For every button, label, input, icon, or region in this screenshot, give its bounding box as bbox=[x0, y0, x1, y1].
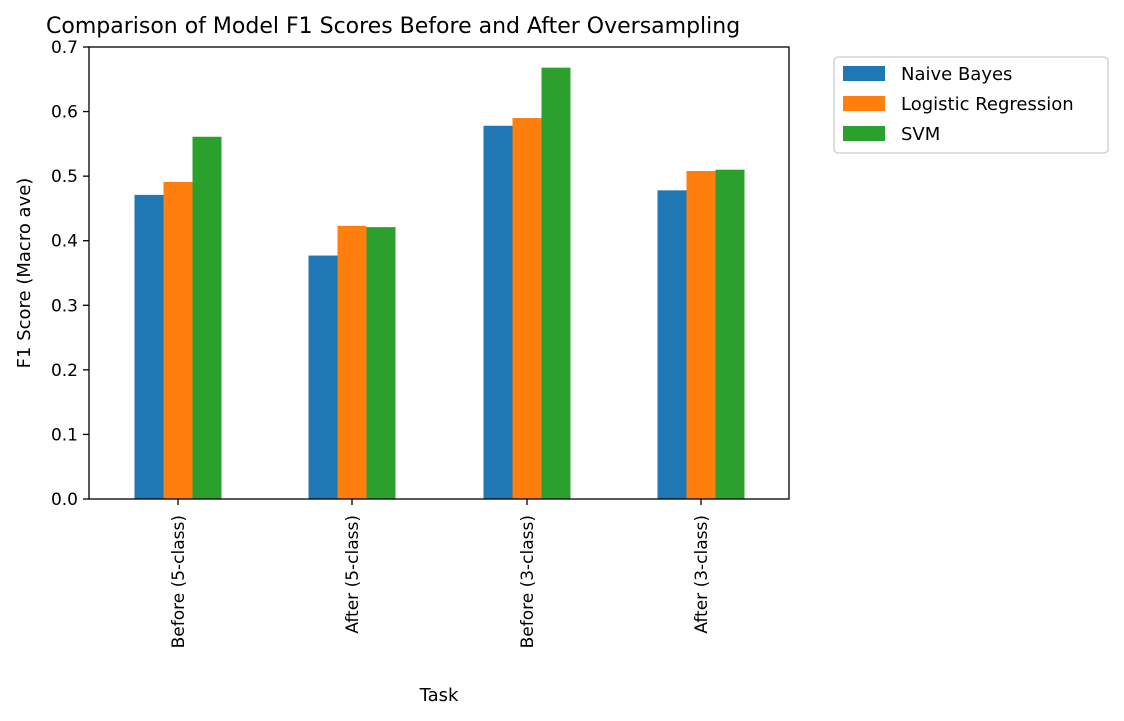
legend-swatch bbox=[843, 66, 885, 81]
bar-naive-bayes-3 bbox=[483, 125, 513, 499]
bar-svm-4 bbox=[715, 169, 745, 499]
y-tick-label: 0.2 bbox=[51, 361, 78, 381]
legend-frame bbox=[833, 56, 1109, 154]
bar-logistic-regression-2 bbox=[337, 225, 367, 500]
bar-svm-2 bbox=[366, 227, 396, 499]
bar-logistic-regression-4 bbox=[686, 170, 716, 500]
y-tick-label: 0.5 bbox=[51, 167, 78, 187]
y-tick-label: 0.0 bbox=[51, 490, 78, 510]
x-axis-ticks: Before (5-class) After (5-class) Before (3… bbox=[169, 499, 712, 648]
legend-swatch bbox=[843, 126, 885, 141]
y-tick-label: 0.3 bbox=[51, 296, 78, 316]
bar-naive-bayes-1 bbox=[134, 194, 164, 499]
bar-svm-3 bbox=[541, 67, 571, 499]
x-tick-label: Before (5-class) bbox=[169, 515, 189, 648]
y-axis-label: F1 Score (Macro ave) bbox=[14, 178, 35, 369]
x-tick-label: After (5-class) bbox=[343, 515, 363, 634]
chart-title: Comparison of Model F1 Scores Before and… bbox=[46, 14, 740, 39]
x-tick-label: After (3-class) bbox=[692, 515, 712, 634]
bar-naive-bayes-2 bbox=[308, 255, 338, 499]
bar-svm-1 bbox=[192, 136, 222, 499]
y-tick-label: 0.4 bbox=[51, 232, 78, 252]
bar-naive-bayes-4 bbox=[657, 190, 687, 499]
x-axis-label: Task bbox=[419, 685, 459, 706]
bar-logistic-regression-3 bbox=[512, 118, 542, 499]
y-tick-label: 0.7 bbox=[51, 38, 78, 58]
plot-frame bbox=[88, 46, 790, 500]
legend-swatch bbox=[843, 96, 885, 111]
y-tick-label: 0.1 bbox=[51, 425, 78, 445]
bars-group bbox=[134, 67, 745, 500]
y-axis-ticks: 0.0 0.1 0.2 0.3 0.4 0.5 0.6 0.7 bbox=[51, 38, 89, 510]
legend: Naive Bayes Logistic Regression SVM bbox=[833, 56, 1109, 154]
legend-label: Logistic Regression bbox=[901, 94, 1074, 115]
y-tick-label: 0.6 bbox=[51, 103, 78, 123]
legend-label: SVM bbox=[901, 124, 940, 145]
x-tick-label: Before (3-class) bbox=[518, 515, 538, 648]
legend-label: Naive Bayes bbox=[901, 64, 1012, 85]
bar-logistic-regression-1 bbox=[163, 181, 193, 499]
